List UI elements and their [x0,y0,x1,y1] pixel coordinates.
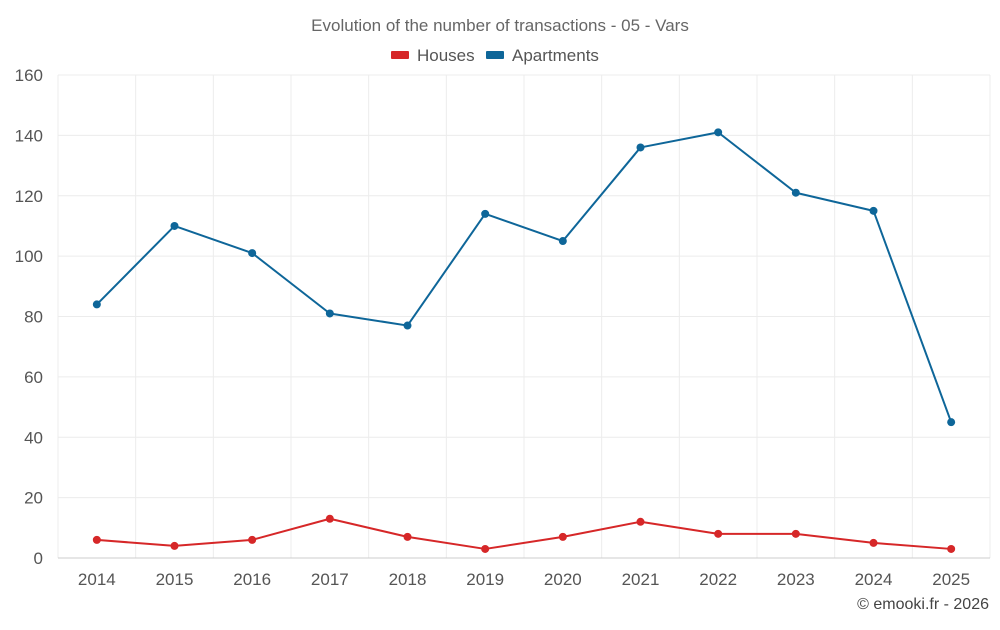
x-tick-label: 2022 [699,570,737,589]
legend-item-apartments[interactable]: Apartments [486,46,599,65]
data-point-houses[interactable] [325,514,334,523]
x-tick-label: 2023 [777,570,815,589]
series [92,128,956,553]
x-tick-label: 2015 [156,570,194,589]
data-point-houses[interactable] [92,535,101,544]
x-tick-label: 2016 [233,570,271,589]
y-tick-label: 20 [24,489,43,508]
x-tick-label: 2017 [311,570,349,589]
legend-swatch-apartments [486,51,504,59]
x-tick-label: 2025 [932,570,970,589]
data-point-apartments[interactable] [558,237,567,246]
x-tick-label: 2024 [855,570,893,589]
data-point-apartments[interactable] [714,128,723,137]
data-point-apartments[interactable] [170,221,179,230]
data-point-apartments[interactable] [481,209,490,218]
x-tick-label: 2014 [78,570,116,589]
grid [57,74,991,558]
data-point-apartments[interactable] [325,309,334,318]
footer-credit: © emooki.fr - 2026 [857,596,989,613]
legend: Houses Apartments [391,46,599,65]
data-point-houses[interactable] [947,544,956,553]
data-point-houses[interactable] [481,544,490,553]
data-point-houses[interactable] [248,535,257,544]
series-line-apartments [96,131,953,423]
data-point-houses[interactable] [170,541,179,550]
legend-label-houses: Houses [417,46,475,65]
x-tick-label: 2021 [622,570,660,589]
legend-item-houses[interactable]: Houses [391,46,475,65]
data-point-apartments[interactable] [636,143,645,152]
chart-title: Evolution of the number of transactions … [311,16,689,35]
data-point-houses[interactable] [714,529,723,538]
legend-label-apartments: Apartments [512,46,599,65]
series-line-houses [96,517,952,550]
series-apartments [92,128,956,427]
y-tick-label: 120 [15,187,43,206]
y-tick-label: 100 [15,247,43,266]
y-tick-label: 160 [15,66,43,85]
y-tick-label: 60 [24,368,43,387]
data-point-apartments[interactable] [791,188,800,197]
series-houses [92,514,956,553]
x-tick-label: 2018 [389,570,427,589]
data-point-apartments[interactable] [248,249,257,258]
data-point-houses[interactable] [558,532,567,541]
data-point-houses[interactable] [791,529,800,538]
x-tick-label: 2019 [466,570,504,589]
x-tick-label: 2020 [544,570,582,589]
y-tick-label: 40 [24,428,43,447]
data-point-houses[interactable] [869,538,878,547]
data-point-apartments[interactable] [92,300,101,309]
y-tick-label: 0 [34,549,43,568]
axes: 0 20 40 60 80 100 120 140 160 2014 2015 2016 2017 201… [15,66,990,589]
y-tick-label: 140 [15,126,43,145]
data-point-houses[interactable] [403,532,412,541]
legend-swatch-houses [391,51,409,59]
data-point-houses[interactable] [636,517,645,526]
data-point-apartments[interactable] [947,418,956,427]
data-point-apartments[interactable] [869,206,878,215]
data-point-apartments[interactable] [403,321,412,330]
y-tick-label: 80 [24,308,43,327]
